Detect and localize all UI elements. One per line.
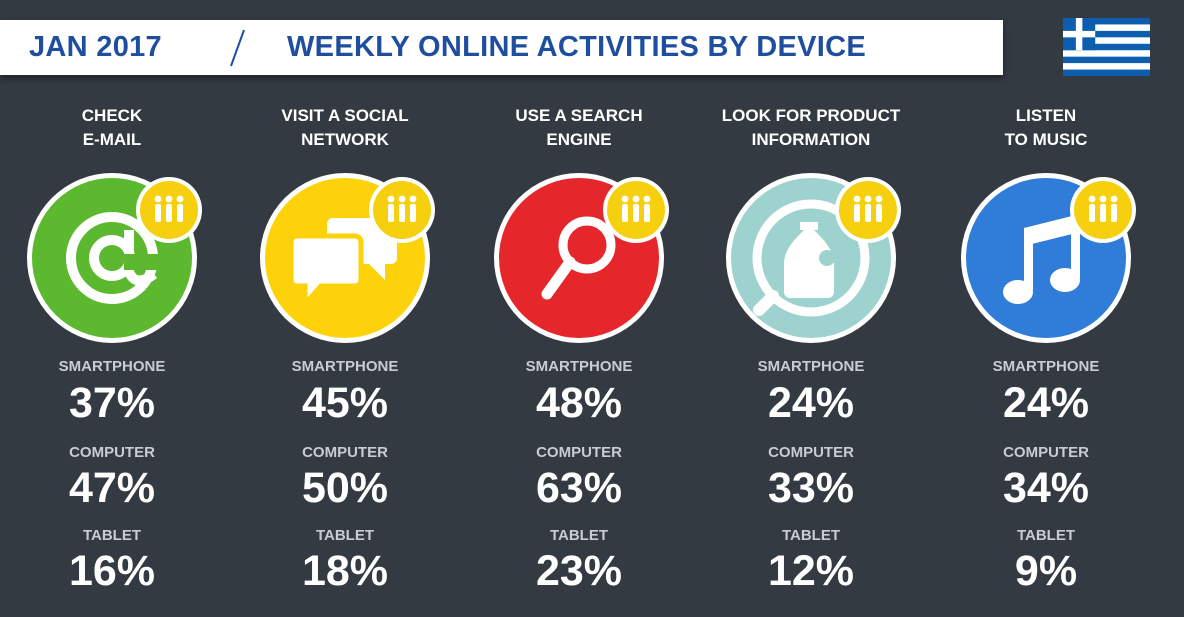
computer-label: COMPUTER [69, 444, 155, 461]
activity-column-search: USE A SEARCH ENGINE SMARTPHONE 48% COMPU… [469, 0, 689, 617]
music-note-icon [958, 170, 1136, 346]
tablet-label: TABLET [549, 527, 609, 544]
email-at-icon [24, 170, 202, 346]
tablet-value: 18% [301, 547, 389, 595]
tablet-value: 16% [68, 547, 156, 595]
smartphone-label: SMARTPHONE [58, 358, 166, 375]
activity-column-product: LOOK FOR PRODUCT INFORMATION SMARTPHONE … [701, 0, 921, 617]
computer-value: 34% [1002, 464, 1090, 512]
header-bar: JAN 2017 WEEKLY ONLINE ACTIVITIES BY DEV… [0, 20, 1003, 75]
smartphone-value: 45% [301, 379, 389, 427]
activity-label-line2: ENGINE [546, 130, 612, 149]
tablet-value: 12% [767, 547, 855, 595]
smartphone-value: 24% [767, 379, 855, 427]
smartphone-value: 48% [535, 379, 623, 427]
computer-label: COMPUTER [768, 444, 854, 461]
smartphone-label: SMARTPHONE [525, 358, 633, 375]
smartphone-value: 24% [1002, 379, 1090, 427]
activity-label-line2: E-MAIL [82, 130, 142, 149]
header-date: JAN 2017 [29, 31, 162, 63]
tablet-label: TABLET [315, 527, 375, 544]
activity-column-social: VISIT A SOCIAL NETWORK SMARTPHONE 45% CO… [235, 0, 455, 617]
people-badge-icon [369, 177, 435, 243]
computer-value: 47% [68, 464, 156, 512]
computer-label: COMPUTER [1003, 444, 1089, 461]
activity-label-line2: NETWORK [301, 130, 389, 149]
activity-label-line1: LISTEN [1015, 106, 1077, 125]
smartphone-label: SMARTPHONE [291, 358, 399, 375]
people-badge-icon [603, 177, 669, 243]
activity-label-line2: INFORMATION [751, 130, 871, 149]
tablet-label: TABLET [781, 527, 841, 544]
computer-value: 50% [301, 464, 389, 512]
activity-column-email: CHECK E-MAIL SMARTPHONE 37% COMPUTER 47% [2, 0, 222, 617]
computer-label: COMPUTER [302, 444, 388, 461]
tablet-label: TABLET [1016, 527, 1076, 544]
activity-label-line2: TO MUSIC [1004, 130, 1088, 149]
speech-bubbles-icon [257, 170, 435, 346]
header-divider-icon [230, 29, 245, 67]
smartphone-value: 37% [68, 379, 156, 427]
computer-value: 63% [535, 464, 623, 512]
people-badge-icon [136, 177, 202, 243]
smartphone-label: SMARTPHONE [992, 358, 1100, 375]
activity-column-music: LISTEN TO MUSIC SMARTPHONE 24% COMPUTER … [936, 0, 1156, 617]
people-badge-icon [1070, 177, 1136, 243]
activity-label-line1: USE A SEARCH [515, 106, 643, 125]
activity-label-line1: VISIT A SOCIAL [281, 106, 409, 125]
people-badge-icon [835, 177, 901, 243]
computer-label: COMPUTER [536, 444, 622, 461]
magnifier-icon [491, 170, 669, 346]
smartphone-label: SMARTPHONE [757, 358, 865, 375]
greece-flag-icon [1063, 18, 1150, 76]
tablet-label: TABLET [82, 527, 142, 544]
product-bottle-icon [723, 170, 901, 346]
activity-label-line1: LOOK FOR PRODUCT [721, 106, 901, 125]
tablet-value: 9% [1014, 547, 1078, 595]
activity-label-line1: CHECK [81, 106, 143, 125]
page-title: WEEKLY ONLINE ACTIVITIES BY DEVICE [287, 31, 867, 63]
tablet-value: 23% [535, 547, 623, 595]
computer-value: 33% [767, 464, 855, 512]
